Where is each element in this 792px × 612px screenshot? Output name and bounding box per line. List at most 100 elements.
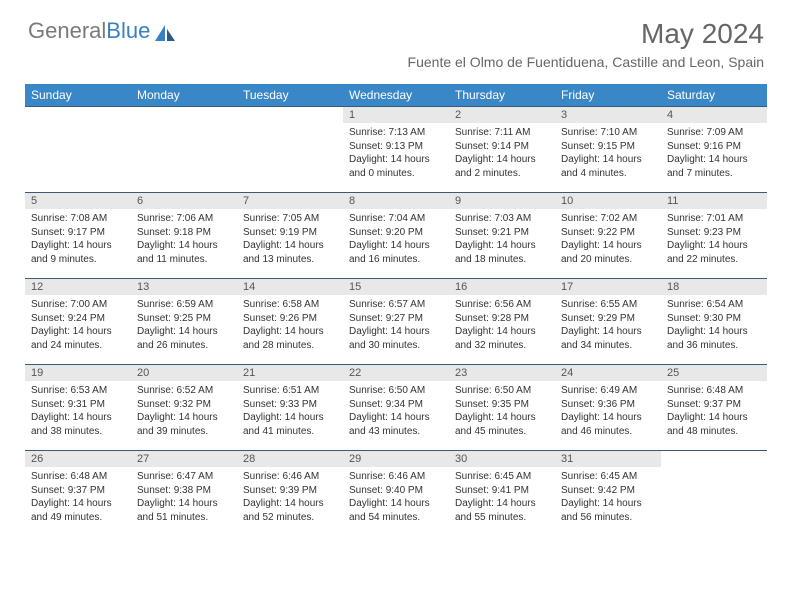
daylight-text: Daylight: 14 hours and 11 minutes. (137, 239, 231, 266)
logo: GeneralBlue (28, 18, 176, 44)
calendar-week-row: 5Sunrise: 7:08 AMSunset: 9:17 PMDaylight… (25, 193, 767, 279)
calendar-cell: 9Sunrise: 7:03 AMSunset: 9:21 PMDaylight… (449, 193, 555, 279)
calendar-cell: 10Sunrise: 7:02 AMSunset: 9:22 PMDayligh… (555, 193, 661, 279)
day-number: 14 (237, 279, 343, 295)
day-number: 6 (131, 193, 237, 209)
sunrise-text: Sunrise: 7:06 AM (137, 212, 231, 226)
sunset-text: Sunset: 9:16 PM (667, 140, 761, 154)
daylight-text: Daylight: 14 hours and 55 minutes. (455, 497, 549, 524)
sunrise-text: Sunrise: 7:05 AM (243, 212, 337, 226)
sunset-text: Sunset: 9:41 PM (455, 484, 549, 498)
cell-body: Sunrise: 6:53 AMSunset: 9:31 PMDaylight:… (25, 381, 131, 441)
calendar-cell: 4Sunrise: 7:09 AMSunset: 9:16 PMDaylight… (661, 107, 767, 193)
sunrise-text: Sunrise: 6:49 AM (561, 384, 655, 398)
daylight-text: Daylight: 14 hours and 20 minutes. (561, 239, 655, 266)
cell-body: Sunrise: 7:05 AMSunset: 9:19 PMDaylight:… (237, 209, 343, 269)
sunset-text: Sunset: 9:20 PM (349, 226, 443, 240)
sunset-text: Sunset: 9:15 PM (561, 140, 655, 154)
sunrise-text: Sunrise: 7:11 AM (455, 126, 549, 140)
calendar-cell (237, 107, 343, 193)
day-number: 4 (661, 107, 767, 123)
sunrise-text: Sunrise: 6:58 AM (243, 298, 337, 312)
cell-body: Sunrise: 6:57 AMSunset: 9:27 PMDaylight:… (343, 295, 449, 355)
cell-body: Sunrise: 7:03 AMSunset: 9:21 PMDaylight:… (449, 209, 555, 269)
sunrise-text: Sunrise: 6:57 AM (349, 298, 443, 312)
sunrise-text: Sunrise: 7:03 AM (455, 212, 549, 226)
sunset-text: Sunset: 9:40 PM (349, 484, 443, 498)
daylight-text: Daylight: 14 hours and 2 minutes. (455, 153, 549, 180)
calendar-cell: 28Sunrise: 6:46 AMSunset: 9:39 PMDayligh… (237, 451, 343, 537)
calendar-cell: 7Sunrise: 7:05 AMSunset: 9:19 PMDaylight… (237, 193, 343, 279)
cell-body: Sunrise: 6:52 AMSunset: 9:32 PMDaylight:… (131, 381, 237, 441)
day-number: 7 (237, 193, 343, 209)
day-number: 5 (25, 193, 131, 209)
daylight-text: Daylight: 14 hours and 26 minutes. (137, 325, 231, 352)
cell-body: Sunrise: 7:10 AMSunset: 9:15 PMDaylight:… (555, 123, 661, 183)
daylight-text: Daylight: 14 hours and 38 minutes. (31, 411, 125, 438)
day-number: 21 (237, 365, 343, 381)
sunset-text: Sunset: 9:18 PM (137, 226, 231, 240)
sunrise-text: Sunrise: 6:50 AM (349, 384, 443, 398)
sunset-text: Sunset: 9:35 PM (455, 398, 549, 412)
day-number: 2 (449, 107, 555, 123)
calendar-cell: 2Sunrise: 7:11 AMSunset: 9:14 PMDaylight… (449, 107, 555, 193)
day-number: 25 (661, 365, 767, 381)
calendar-cell: 8Sunrise: 7:04 AMSunset: 9:20 PMDaylight… (343, 193, 449, 279)
cell-body: Sunrise: 7:13 AMSunset: 9:13 PMDaylight:… (343, 123, 449, 183)
day-number: 23 (449, 365, 555, 381)
logo-text-gray: General (28, 18, 106, 44)
sunrise-text: Sunrise: 7:01 AM (667, 212, 761, 226)
cell-body: Sunrise: 7:01 AMSunset: 9:23 PMDaylight:… (661, 209, 767, 269)
day-number: 22 (343, 365, 449, 381)
day-number: 31 (555, 451, 661, 467)
calendar-cell: 13Sunrise: 6:59 AMSunset: 9:25 PMDayligh… (131, 279, 237, 365)
calendar-table: Sunday Monday Tuesday Wednesday Thursday… (25, 84, 767, 537)
cell-body: Sunrise: 7:06 AMSunset: 9:18 PMDaylight:… (131, 209, 237, 269)
sunrise-text: Sunrise: 6:47 AM (137, 470, 231, 484)
cell-body: Sunrise: 7:09 AMSunset: 9:16 PMDaylight:… (661, 123, 767, 183)
cell-body: Sunrise: 6:48 AMSunset: 9:37 PMDaylight:… (661, 381, 767, 441)
cell-body: Sunrise: 7:02 AMSunset: 9:22 PMDaylight:… (555, 209, 661, 269)
day-number: 19 (25, 365, 131, 381)
daylight-text: Daylight: 14 hours and 36 minutes. (667, 325, 761, 352)
sunrise-text: Sunrise: 6:53 AM (31, 384, 125, 398)
sunset-text: Sunset: 9:28 PM (455, 312, 549, 326)
daylight-text: Daylight: 14 hours and 52 minutes. (243, 497, 337, 524)
day-number (237, 107, 343, 111)
sunrise-text: Sunrise: 6:54 AM (667, 298, 761, 312)
calendar-cell: 16Sunrise: 6:56 AMSunset: 9:28 PMDayligh… (449, 279, 555, 365)
sunset-text: Sunset: 9:37 PM (31, 484, 125, 498)
calendar-cell: 21Sunrise: 6:51 AMSunset: 9:33 PMDayligh… (237, 365, 343, 451)
sunrise-text: Sunrise: 6:48 AM (667, 384, 761, 398)
calendar-cell: 23Sunrise: 6:50 AMSunset: 9:35 PMDayligh… (449, 365, 555, 451)
cell-body: Sunrise: 6:54 AMSunset: 9:30 PMDaylight:… (661, 295, 767, 355)
sail-icon (154, 22, 176, 40)
daylight-text: Daylight: 14 hours and 54 minutes. (349, 497, 443, 524)
cell-body: Sunrise: 6:50 AMSunset: 9:34 PMDaylight:… (343, 381, 449, 441)
title-block: May 2024 Fuente el Olmo de Fuentiduena, … (408, 18, 764, 70)
day-number: 1 (343, 107, 449, 123)
month-title: May 2024 (408, 18, 764, 50)
day-number: 20 (131, 365, 237, 381)
sunset-text: Sunset: 9:23 PM (667, 226, 761, 240)
day-number: 24 (555, 365, 661, 381)
sunrise-text: Sunrise: 6:59 AM (137, 298, 231, 312)
location: Fuente el Olmo de Fuentiduena, Castille … (408, 54, 764, 70)
calendar-cell (661, 451, 767, 537)
day-number: 27 (131, 451, 237, 467)
sunset-text: Sunset: 9:34 PM (349, 398, 443, 412)
cell-body: Sunrise: 6:46 AMSunset: 9:40 PMDaylight:… (343, 467, 449, 527)
daylight-text: Daylight: 14 hours and 48 minutes. (667, 411, 761, 438)
day-number: 17 (555, 279, 661, 295)
sunset-text: Sunset: 9:32 PM (137, 398, 231, 412)
sunrise-text: Sunrise: 6:45 AM (561, 470, 655, 484)
daylight-text: Daylight: 14 hours and 28 minutes. (243, 325, 337, 352)
calendar-week-row: 12Sunrise: 7:00 AMSunset: 9:24 PMDayligh… (25, 279, 767, 365)
sunset-text: Sunset: 9:24 PM (31, 312, 125, 326)
daylight-text: Daylight: 14 hours and 9 minutes. (31, 239, 125, 266)
logo-text-blue: Blue (106, 18, 150, 44)
sunrise-text: Sunrise: 6:51 AM (243, 384, 337, 398)
cell-body: Sunrise: 7:00 AMSunset: 9:24 PMDaylight:… (25, 295, 131, 355)
day-number: 10 (555, 193, 661, 209)
calendar-cell: 31Sunrise: 6:45 AMSunset: 9:42 PMDayligh… (555, 451, 661, 537)
